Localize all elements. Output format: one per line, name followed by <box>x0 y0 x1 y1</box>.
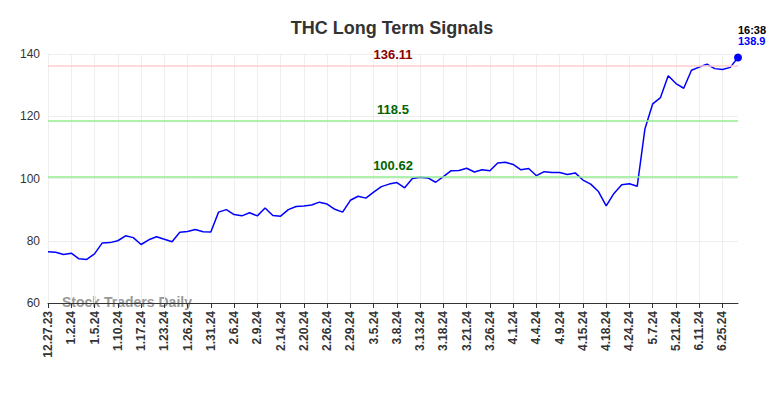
svg-text:4.9.24: 4.9.24 <box>553 311 567 345</box>
svg-text:100.62: 100.62 <box>373 158 413 173</box>
svg-text:5.7.24: 5.7.24 <box>646 311 660 345</box>
svg-text:136.11: 136.11 <box>373 47 412 62</box>
svg-text:100: 100 <box>20 172 40 186</box>
svg-text:2.14.24: 2.14.24 <box>274 311 288 351</box>
svg-text:12.27.23: 12.27.23 <box>41 311 55 358</box>
svg-text:3.13.24: 3.13.24 <box>413 311 427 351</box>
svg-text:2.9.24: 2.9.24 <box>250 311 264 345</box>
svg-text:80: 80 <box>27 234 41 248</box>
svg-text:6.25.24: 6.25.24 <box>715 311 729 351</box>
svg-text:1.10.24: 1.10.24 <box>111 311 125 351</box>
svg-text:1.2.24: 1.2.24 <box>64 311 78 345</box>
svg-text:3.21.24: 3.21.24 <box>460 311 474 351</box>
svg-text:3.5.24: 3.5.24 <box>367 311 381 345</box>
svg-text:5.21.24: 5.21.24 <box>669 311 683 351</box>
svg-text:16:38: 16:38 <box>737 23 767 36</box>
svg-text:118.5: 118.5 <box>377 102 409 117</box>
svg-text:1.31.24: 1.31.24 <box>204 311 218 351</box>
svg-text:3.18.24: 3.18.24 <box>436 311 450 351</box>
svg-text:3.26.24: 3.26.24 <box>483 311 497 351</box>
svg-text:2.29.24: 2.29.24 <box>343 311 357 351</box>
svg-text:6.11.24: 6.11.24 <box>692 311 706 351</box>
svg-text:138.9: 138.9 <box>738 35 766 47</box>
svg-text:3.8.24: 3.8.24 <box>390 311 404 345</box>
svg-text:1.5.24: 1.5.24 <box>88 311 102 345</box>
svg-text:4.15.24: 4.15.24 <box>576 311 590 351</box>
svg-text:4.24.24: 4.24.24 <box>622 311 636 351</box>
svg-text:1.23.24: 1.23.24 <box>157 311 171 351</box>
svg-text:1.17.24: 1.17.24 <box>134 311 148 351</box>
svg-text:60: 60 <box>27 296 41 310</box>
svg-text:2.26.24: 2.26.24 <box>320 311 334 351</box>
svg-text:Stock Traders Daily: Stock Traders Daily <box>62 294 192 310</box>
svg-text:120: 120 <box>20 109 40 123</box>
svg-text:4.18.24: 4.18.24 <box>599 311 613 351</box>
svg-text:140: 140 <box>20 47 40 61</box>
svg-text:THC Long Term Signals: THC Long Term Signals <box>291 18 494 38</box>
svg-text:4.1.24: 4.1.24 <box>506 311 520 345</box>
svg-text:2.6.24: 2.6.24 <box>227 311 241 345</box>
svg-text:1.26.24: 1.26.24 <box>181 311 195 351</box>
svg-text:4.4.24: 4.4.24 <box>529 311 543 345</box>
svg-text:2.20.24: 2.20.24 <box>297 311 311 351</box>
